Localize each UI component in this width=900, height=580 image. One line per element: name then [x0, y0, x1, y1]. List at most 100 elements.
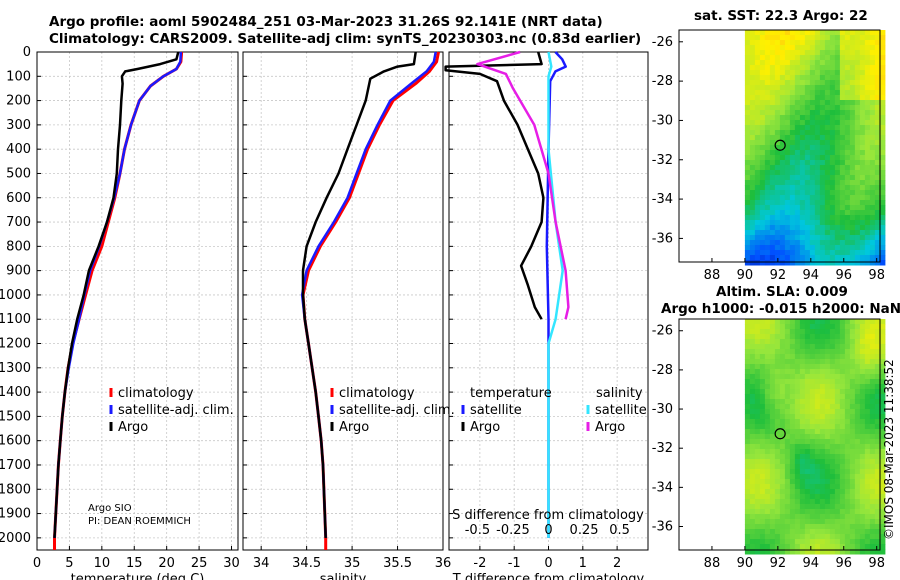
heatmap-cell	[759, 379, 766, 385]
heatmap-cell	[759, 235, 766, 241]
y-tick-label: 900	[6, 264, 31, 279]
heatmap-cell	[779, 185, 786, 191]
heatmap-cell	[809, 90, 816, 96]
map-y-tick-label: -34	[652, 480, 673, 495]
heatmap-cell	[839, 464, 846, 470]
heatmap-cell	[759, 130, 766, 136]
heatmap-cell	[779, 30, 786, 36]
heatmap-cell	[804, 200, 811, 206]
heatmap-cell	[759, 339, 766, 345]
heatmap-cell	[809, 539, 816, 545]
heatmap-cell	[859, 384, 866, 390]
heatmap-cell	[769, 75, 776, 81]
heatmap-cell	[769, 180, 776, 186]
heatmap-cell	[799, 155, 806, 161]
heatmap-cell	[799, 339, 806, 345]
heatmap-cell	[809, 170, 816, 176]
heatmap-cell	[769, 80, 776, 86]
heatmap-cell	[799, 364, 806, 370]
heatmap-cell	[809, 220, 816, 226]
heatmap-cell	[744, 414, 751, 420]
heatmap-cell	[759, 240, 766, 246]
heatmap-cell	[839, 245, 846, 251]
heatmap-cell	[754, 344, 761, 350]
heatmap-cell	[874, 35, 881, 41]
heatmap-cell	[854, 324, 861, 330]
heatmap-cell	[809, 329, 816, 335]
heatmap-cell	[834, 60, 841, 66]
heatmap-cell	[769, 255, 776, 261]
heatmap-cell	[799, 250, 806, 256]
heatmap-cell	[844, 379, 851, 385]
heatmap-cell	[744, 439, 751, 445]
heatmap-cell	[749, 529, 756, 535]
heatmap-cell	[754, 459, 761, 465]
heatmap-cell	[769, 155, 776, 161]
heatmap-cell	[844, 414, 851, 420]
heatmap-cell	[769, 479, 776, 485]
heatmap-cell	[829, 210, 836, 216]
heatmap-cell	[769, 135, 776, 141]
heatmap-cell	[809, 55, 816, 61]
heatmap-cell	[774, 140, 781, 146]
heatmap-cell	[779, 479, 786, 485]
heatmap-cell	[864, 469, 871, 475]
heatmap-cell	[744, 35, 751, 41]
heatmap-cell	[794, 544, 801, 550]
heatmap-cell	[784, 130, 791, 136]
heatmap-cell	[804, 324, 811, 330]
heatmap-cell	[789, 110, 796, 116]
heatmap-cell	[839, 404, 846, 410]
heatmap-cell	[769, 324, 776, 330]
heatmap-cell	[829, 165, 836, 171]
heatmap-cell	[744, 50, 751, 56]
heatmap-cell	[829, 145, 836, 151]
heatmap-cell	[879, 185, 886, 191]
heatmap-cell	[844, 539, 851, 545]
heatmap-cell	[779, 549, 786, 555]
heatmap-cell	[804, 414, 811, 420]
heatmap-cell	[809, 369, 816, 375]
heatmap-cell	[804, 494, 811, 500]
heatmap-cell	[849, 235, 856, 241]
heatmap-cell	[829, 419, 836, 425]
heatmap-cell	[844, 205, 851, 211]
heatmap-cell	[849, 45, 856, 51]
heatmap-cell	[764, 50, 771, 56]
heatmap-cell	[879, 494, 886, 500]
heatmap-cell	[864, 250, 871, 256]
heatmap-cell	[834, 319, 841, 325]
heatmap-cell	[849, 150, 856, 156]
heatmap-cell	[764, 35, 771, 41]
heatmap-cell	[784, 534, 791, 540]
heatmap-cell	[849, 469, 856, 475]
heatmap-cell	[769, 195, 776, 201]
heatmap-cell	[839, 504, 846, 510]
heatmap-cell	[819, 235, 826, 241]
heatmap-cell	[764, 319, 771, 325]
heatmap-cell	[769, 404, 776, 410]
heatmap-cell	[864, 504, 871, 510]
heatmap-cell	[759, 75, 766, 81]
heatmap-cell	[879, 534, 886, 540]
heatmap-cell	[854, 155, 861, 161]
heatmap-cell	[794, 75, 801, 81]
heatmap-cell	[854, 245, 861, 251]
heatmap-cell	[789, 240, 796, 246]
heatmap-cell	[789, 509, 796, 515]
heatmap-cell	[814, 454, 821, 460]
heatmap-cell	[754, 524, 761, 530]
heatmap-cell	[799, 165, 806, 171]
heatmap-cell	[819, 504, 826, 510]
heatmap-cell	[779, 409, 786, 415]
heatmap-cell	[769, 220, 776, 226]
heatmap-cell	[809, 240, 816, 246]
heatmap-cell	[789, 324, 796, 330]
heatmap-cell	[844, 140, 851, 146]
heatmap-cell	[824, 544, 831, 550]
heatmap-cell	[799, 464, 806, 470]
heatmap-cell	[774, 434, 781, 440]
heatmap-cell	[809, 469, 816, 475]
heatmap-cell	[834, 145, 841, 151]
heatmap-cell	[829, 509, 836, 515]
